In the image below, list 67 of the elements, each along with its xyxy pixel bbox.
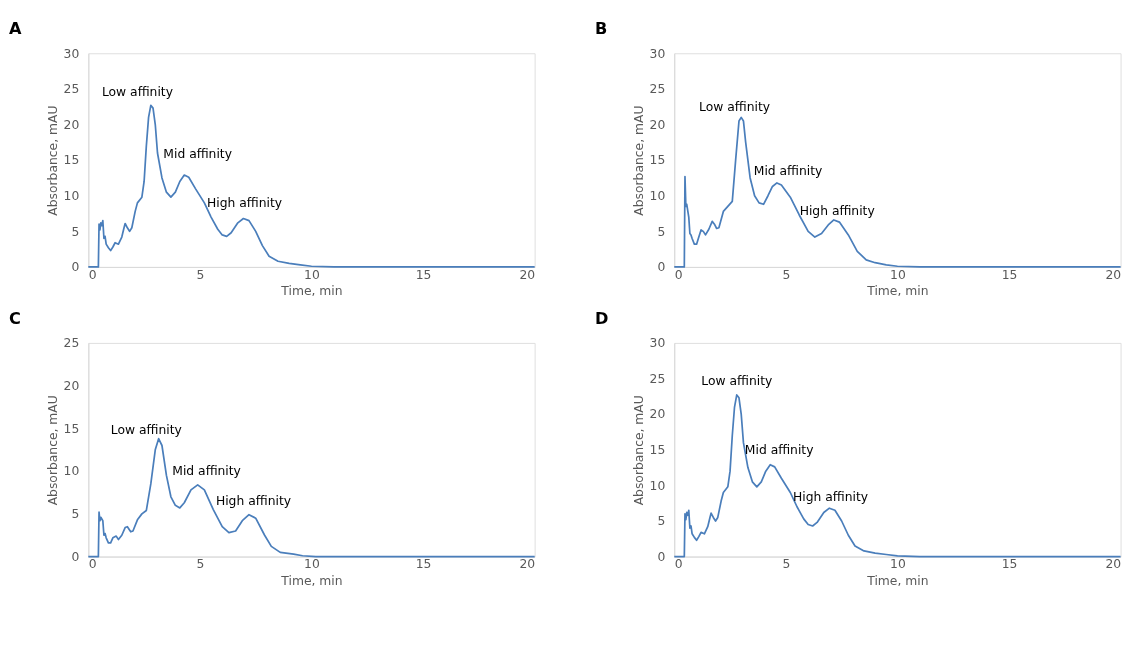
annotation: High affinity (206, 195, 283, 210)
x-tick-label: 5 (196, 267, 205, 282)
y-tick-label: 20 (649, 117, 666, 132)
y-axis-title: Absorbance, mAU (45, 395, 60, 506)
x-axis-title: Time, min (866, 283, 929, 298)
y-tick-label: 5 (71, 507, 80, 522)
x-tick-label: 5 (782, 267, 791, 282)
y-tick-label: 20 (63, 378, 80, 393)
x-tick-label: 0 (674, 557, 683, 572)
x-axis-title: Time, min (280, 283, 343, 298)
chart-title: C (8, 308, 21, 328)
annotation: Mid affinity (172, 463, 241, 478)
x-tick-label: 0 (88, 267, 97, 282)
y-axis-title: Absorbance, mAU (631, 395, 646, 506)
y-tick-label: 25 (649, 82, 666, 97)
annotation: High affinity (215, 493, 292, 508)
x-tick-label: 20 (519, 267, 536, 282)
x-tick-label: 5 (782, 557, 791, 572)
annotation: High affinity (792, 489, 869, 504)
y-tick-label: 25 (649, 371, 666, 386)
annotation: High affinity (799, 204, 875, 219)
chart-title: B (594, 19, 608, 39)
x-tick-label: 10 (304, 267, 320, 282)
x-tick-label: 5 (196, 557, 205, 572)
x-tick-label: 15 (415, 267, 432, 282)
y-tick-label: 30 (649, 46, 666, 61)
x-tick-label: 20 (519, 557, 536, 572)
chart-title: D (594, 308, 609, 328)
x-tick-label: 0 (674, 267, 683, 282)
x-tick-label: 15 (415, 557, 432, 572)
y-tick-label: 30 (649, 336, 666, 351)
annotation: Mid affinity (753, 163, 823, 178)
y-axis-title: Absorbance, mAU (631, 105, 646, 216)
annotation: Mid affinity (744, 442, 814, 457)
annotation: Low affinity (110, 423, 182, 438)
y-tick-label: 25 (63, 82, 80, 97)
y-tick-label: 5 (657, 514, 666, 529)
x-axis-title: Time, min (866, 573, 929, 588)
y-tick-label: 15 (649, 443, 666, 458)
annotation: Low affinity (701, 374, 773, 389)
x-tick-label: 20 (1105, 267, 1122, 282)
annotation: Low affinity (698, 99, 771, 114)
y-tick-label: 15 (63, 153, 80, 168)
x-tick-label: 0 (88, 557, 97, 572)
x-tick-label: 10 (890, 557, 906, 572)
y-tick-label: 25 (63, 336, 80, 351)
y-tick-label: 5 (71, 224, 80, 239)
annotation: Mid affinity (163, 146, 232, 161)
y-tick-label: 10 (649, 189, 666, 204)
x-tick-label: 10 (304, 557, 320, 572)
y-tick-label: 20 (649, 407, 666, 422)
y-tick-label: 20 (63, 117, 80, 132)
chart-title: A (8, 19, 22, 39)
x-tick-label: 15 (1001, 557, 1018, 572)
y-tick-label: 15 (649, 153, 666, 168)
y-tick-label: 5 (657, 224, 666, 239)
x-tick-label: 15 (1001, 267, 1018, 282)
y-axis-title: Absorbance, mAU (45, 105, 60, 216)
annotation: Low affinity (101, 84, 173, 99)
y-tick-label: 10 (63, 189, 80, 204)
x-tick-label: 10 (890, 267, 906, 282)
x-axis-title: Time, min (280, 573, 343, 588)
y-tick-label: 30 (63, 46, 80, 61)
x-tick-label: 20 (1105, 557, 1122, 572)
y-tick-label: 10 (63, 464, 80, 479)
y-tick-label: 15 (63, 421, 80, 436)
y-tick-label: 10 (649, 478, 666, 493)
